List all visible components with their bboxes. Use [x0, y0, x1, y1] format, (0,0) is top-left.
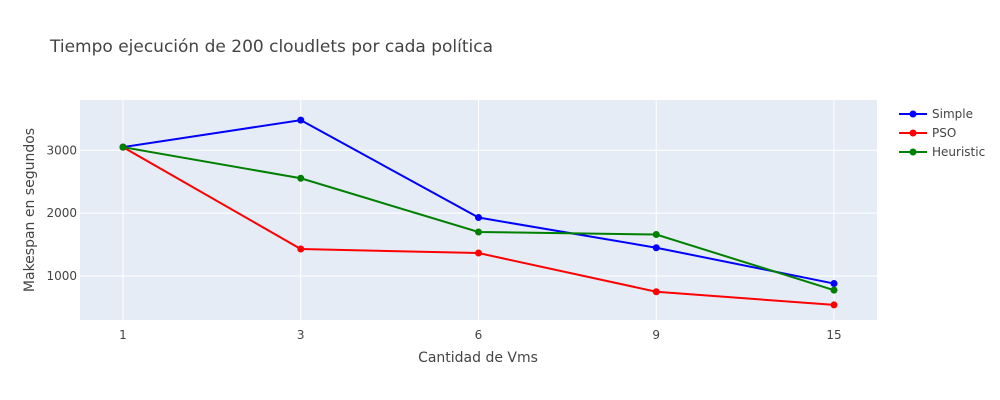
legend[interactable]: Simple PSO Heuristic [899, 107, 985, 159]
data-point [652, 244, 660, 252]
legend-marker-icon [909, 129, 917, 137]
y-tick-label: 3000 [46, 143, 77, 157]
data-point [652, 231, 660, 239]
series-layer [119, 116, 838, 309]
x-tick-label: 9 [652, 328, 660, 342]
data-point [830, 301, 838, 309]
series-heuristic [119, 143, 838, 294]
data-point [830, 280, 838, 288]
data-point [652, 288, 660, 296]
grid [80, 100, 877, 320]
data-point [119, 143, 127, 151]
y-axis-ticks: 1000 2000 3000 [46, 143, 77, 283]
legend-label: Heuristic [932, 145, 985, 159]
x-tick-label: 15 [826, 328, 841, 342]
data-point [475, 228, 482, 236]
data-point [297, 116, 305, 124]
y-axis-title: Makespan en segundos [22, 128, 38, 292]
data-point [475, 249, 482, 257]
legend-marker-icon [909, 148, 917, 156]
legend-label: Simple [932, 107, 973, 121]
data-point [475, 214, 482, 222]
legend-label: PSO [932, 126, 956, 140]
data-point [830, 286, 838, 294]
legend-item-simple[interactable]: Simple [899, 107, 973, 121]
x-tick-label: 3 [297, 328, 305, 342]
legend-item-pso[interactable]: PSO [899, 126, 956, 140]
data-point [297, 245, 305, 253]
y-tick-label: 1000 [46, 269, 77, 283]
legend-marker-icon [909, 110, 917, 118]
data-point [297, 174, 305, 182]
y-tick-label: 2000 [46, 206, 77, 220]
legend-item-heuristic[interactable]: Heuristic [899, 145, 985, 159]
x-axis-title: Cantidad de Vms [418, 350, 538, 366]
x-axis-ticks: 1 3 6 9 15 [119, 328, 841, 342]
x-tick-label: 6 [475, 328, 483, 342]
x-tick-label: 1 [119, 328, 127, 342]
chart-title: Tiempo ejecución de 200 cloudlets por ca… [49, 37, 493, 57]
